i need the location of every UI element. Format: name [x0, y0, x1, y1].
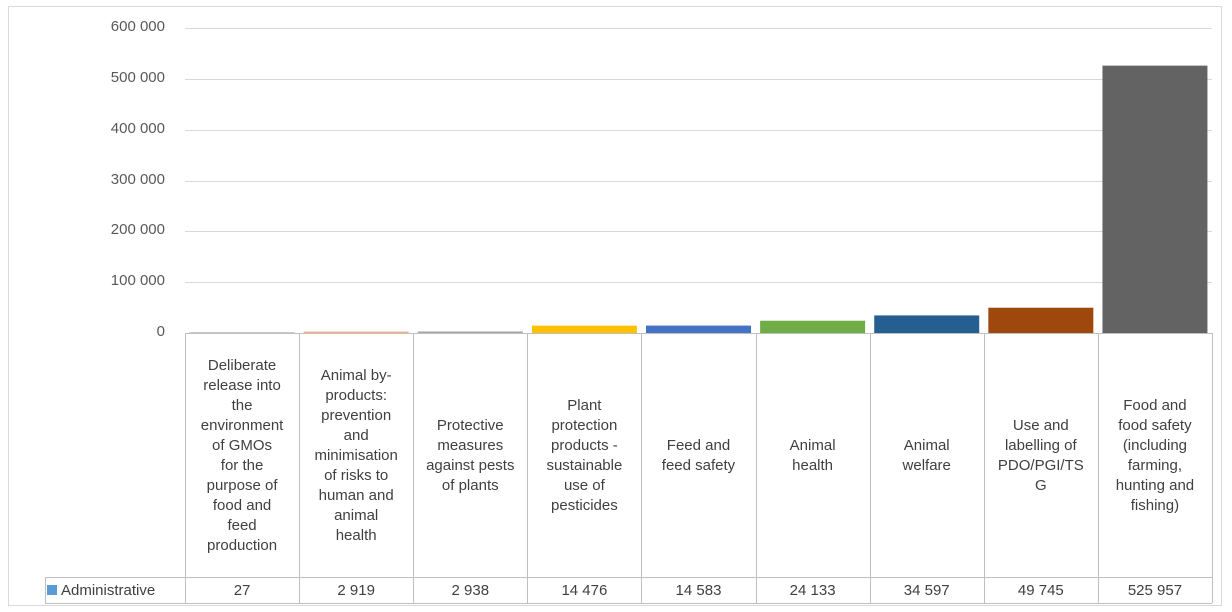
- y-tick-label: 100 000: [110, 272, 165, 290]
- bar: [303, 331, 409, 333]
- bar: [988, 307, 1094, 333]
- y-tick-label: 500 000: [110, 68, 165, 86]
- y-tick-label: 0: [156, 323, 165, 340]
- y-tick-label: 600 000: [110, 18, 165, 35]
- legend-label: Administrative: [61, 581, 156, 599]
- data-table-value: 14 476: [561, 582, 608, 599]
- x-tick-label: Feed and feed safety: [661, 436, 736, 474]
- chart-frame: [8, 6, 1222, 606]
- x-tick-label: Food and food safety (including farming,…: [1115, 396, 1195, 514]
- x-tick-label: Protective measures against pests of pla…: [426, 416, 515, 494]
- bar: [189, 332, 295, 333]
- bar: [646, 325, 751, 333]
- data-table-value: 2 938: [451, 582, 490, 599]
- data-table-value: 49 745: [1017, 582, 1064, 599]
- bar: [531, 325, 637, 333]
- legend-swatch: [47, 585, 57, 595]
- data-table-value: 2 919: [337, 582, 375, 599]
- y-tick-label: 400 000: [110, 119, 165, 137]
- bar: [417, 331, 523, 333]
- x-tick-label: Use and labelling of PDO/PGI/TS G: [997, 416, 1084, 494]
- legend-entry: Administrative: [47, 577, 155, 603]
- x-tick-label: Animal by- products: prevention and mini…: [314, 366, 398, 544]
- data-table-value: 34 597: [903, 582, 950, 599]
- data-table-value: 27: [233, 582, 251, 599]
- y-tick-label: 300 000: [110, 170, 165, 188]
- bar: [1102, 65, 1208, 334]
- bar: [760, 320, 866, 333]
- data-table-value: 24 133: [789, 582, 836, 599]
- x-tick-label: Animal health: [789, 436, 836, 474]
- data-table-value: 14 583: [675, 582, 722, 599]
- bar: [874, 315, 980, 333]
- y-tick-label: 200 000: [110, 221, 165, 239]
- x-tick-label: Deliberate release into the environment …: [200, 356, 284, 554]
- data-table-value: 525 957: [1127, 582, 1183, 599]
- x-tick-label: Animal welfare: [902, 436, 951, 474]
- x-tick-label: Plant protection products - sustainable …: [546, 396, 623, 514]
